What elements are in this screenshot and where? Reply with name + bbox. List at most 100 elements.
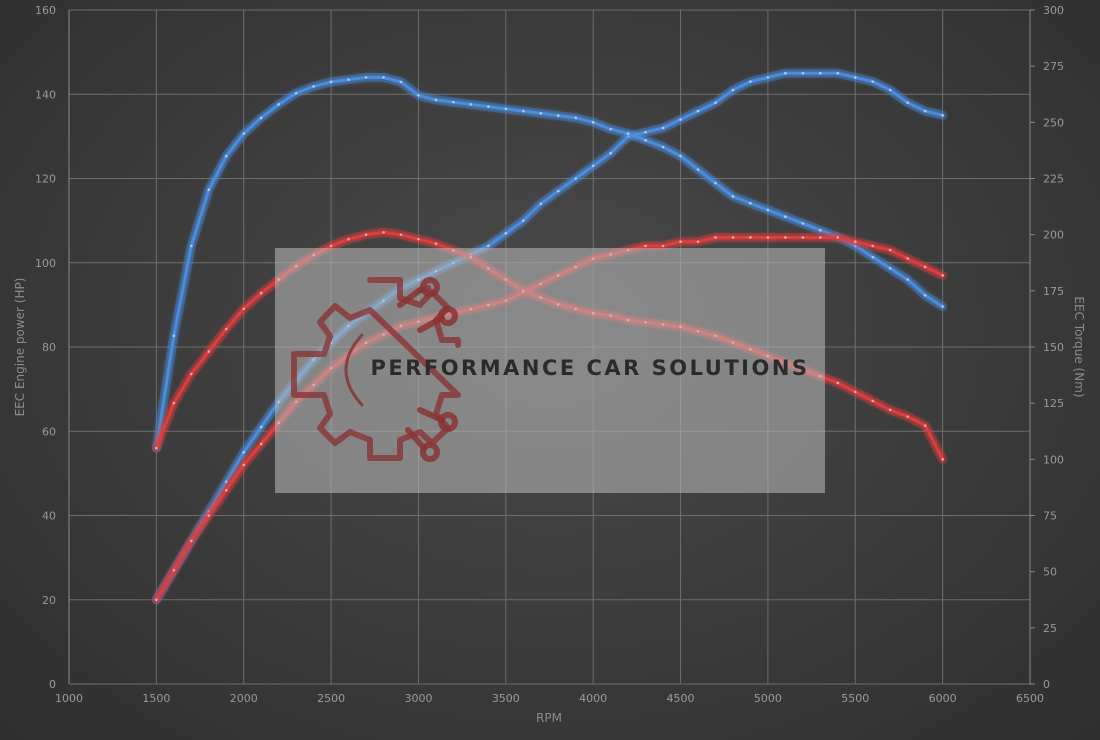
- x-tick-label: 1000: [55, 692, 83, 705]
- series-point: [941, 274, 944, 277]
- series-point: [609, 127, 612, 131]
- series-point: [853, 390, 857, 394]
- series-point: [819, 71, 822, 75]
- right-tick-label: 250: [1043, 116, 1064, 129]
- series-point: [679, 118, 682, 121]
- series-point: [888, 88, 892, 92]
- series-point: [801, 71, 805, 75]
- series-point: [556, 189, 560, 193]
- series-point: [487, 105, 490, 108]
- series-point: [696, 240, 700, 243]
- left-axis-title: EEC Engine power (HP): [13, 278, 27, 417]
- series-point: [679, 240, 682, 243]
- series-point: [521, 109, 525, 113]
- series-point: [819, 236, 822, 239]
- series-point: [644, 244, 647, 248]
- series-point: [941, 305, 944, 308]
- x-axis-ticks: 1000 1500 2000 2500 3000 3500 4000 4500 5000 5500…: [55, 692, 1044, 705]
- series-point: [661, 126, 665, 130]
- series-point: [609, 151, 612, 155]
- x-tick-label: 2000: [230, 692, 258, 705]
- series-point: [224, 327, 228, 331]
- series-point: [172, 334, 176, 338]
- right-tick-label: 300: [1043, 4, 1064, 17]
- watermark-text: PERFORMANCE CAR SOLUTIONS: [370, 356, 809, 380]
- series-point: [714, 101, 717, 104]
- series-point: [749, 80, 752, 83]
- x-tick-label: 4000: [579, 692, 607, 705]
- series-point: [766, 76, 770, 79]
- series-point: [836, 236, 840, 239]
- right-axis-title: EEC Torque (Nm): [1072, 296, 1086, 397]
- series-point: [784, 215, 787, 218]
- series-point: [626, 132, 630, 135]
- series-point: [923, 265, 927, 269]
- series-point: [853, 76, 857, 79]
- series-point: [784, 71, 787, 75]
- left-axis-ticks: 0 20 40 60 80 100 120 140 160: [35, 4, 56, 691]
- series-point: [190, 539, 193, 543]
- right-tick-label: 275: [1043, 60, 1064, 73]
- series-point: [207, 350, 211, 353]
- series-point: [539, 112, 543, 115]
- series-point: [923, 294, 927, 297]
- series-point: [190, 372, 193, 376]
- series-point: [784, 236, 787, 239]
- left-tick-label: 140: [35, 88, 56, 101]
- right-tick-label: 175: [1043, 285, 1064, 298]
- series-point: [155, 598, 158, 602]
- series-point: [539, 202, 543, 206]
- series-point: [661, 145, 665, 149]
- series-point: [696, 168, 700, 171]
- series-point: [679, 154, 682, 158]
- x-tick-label: 6500: [1016, 692, 1044, 705]
- series-point: [224, 154, 228, 158]
- series-point: [819, 228, 822, 232]
- x-tick-label: 6000: [929, 692, 957, 705]
- series-point: [452, 100, 455, 104]
- series-point: [469, 103, 473, 106]
- series-point: [259, 442, 263, 446]
- series-point: [591, 121, 595, 124]
- watermark-box: [275, 248, 825, 493]
- series-point: [941, 114, 944, 117]
- series-point: [242, 451, 246, 454]
- x-tick-label: 5500: [841, 692, 869, 705]
- series-point: [224, 480, 228, 484]
- series-point: [626, 135, 630, 138]
- left-tick-label: 20: [42, 594, 56, 607]
- series-point: [766, 236, 770, 239]
- series-point: [172, 401, 176, 405]
- series-point: [259, 425, 263, 429]
- series-point: [591, 164, 595, 168]
- series-point: [417, 94, 420, 97]
- series-point: [172, 568, 176, 572]
- gear-circuit-logo-icon: [291, 277, 461, 462]
- series-point: [923, 424, 927, 427]
- series-point: [714, 181, 717, 185]
- series-point: [312, 85, 315, 88]
- right-tick-label: 125: [1043, 397, 1064, 410]
- series-point: [801, 236, 805, 239]
- series-point: [242, 463, 246, 467]
- series-point: [749, 201, 752, 205]
- x-axis-title: RPM: [536, 711, 562, 725]
- series-point: [731, 88, 735, 92]
- left-tick-label: 120: [35, 173, 56, 186]
- right-tick-label: 100: [1043, 453, 1064, 466]
- series-point: [888, 408, 892, 412]
- series-point: [347, 78, 350, 81]
- left-tick-label: 160: [35, 4, 56, 17]
- series-point: [696, 109, 700, 113]
- series-point: [242, 307, 246, 311]
- series-point: [487, 244, 490, 248]
- x-tick-label: 3000: [404, 692, 432, 705]
- series-point: [364, 233, 368, 236]
- series-point: [504, 107, 508, 111]
- series-point: [644, 139, 647, 142]
- right-tick-label: 50: [1043, 566, 1057, 579]
- series-point: [259, 291, 263, 295]
- series-point: [399, 233, 403, 236]
- series-point: [853, 240, 857, 243]
- series-point: [661, 244, 665, 248]
